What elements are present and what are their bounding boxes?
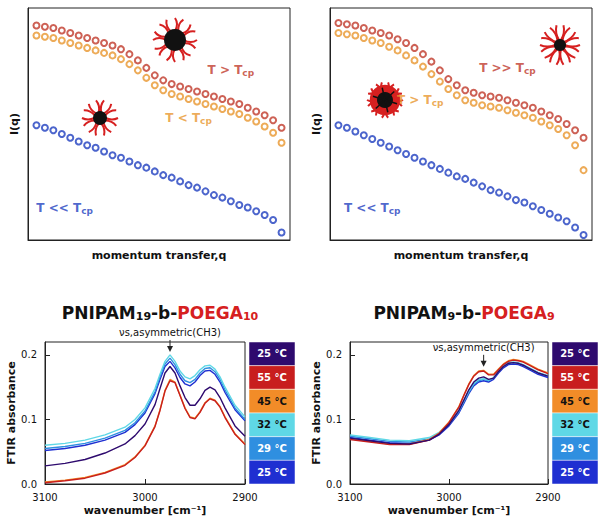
svg-text:9: 9 xyxy=(547,310,555,323)
svg-text:PNIPAM: PNIPAM xyxy=(373,303,447,323)
svg-text:cp: cp xyxy=(524,66,536,76)
svg-text:32 °C: 32 °C xyxy=(560,419,590,430)
svg-text:3100: 3100 xyxy=(337,492,362,503)
svg-text:0.0: 0.0 xyxy=(21,479,37,490)
svg-text:momentum transfer,q: momentum transfer,q xyxy=(394,249,529,262)
svg-text:cp: cp xyxy=(200,116,212,126)
svg-text:45 °C: 45 °C xyxy=(560,396,590,407)
svg-text:T > T: T > T xyxy=(208,63,244,77)
svg-text:25 °C: 25 °C xyxy=(560,467,590,478)
svg-text:T < T: T < T xyxy=(165,111,201,125)
svg-text:I(q): I(q) xyxy=(8,113,21,135)
svg-text:25 °C: 25 °C xyxy=(560,348,590,359)
svg-text:3000: 3000 xyxy=(436,492,461,503)
svg-text:-b-: -b- xyxy=(151,303,177,323)
svg-text:T << T: T << T xyxy=(36,201,82,215)
svg-text:0.0: 0.0 xyxy=(326,479,342,490)
svg-text:10: 10 xyxy=(243,310,259,323)
svg-text:0.1: 0.1 xyxy=(21,414,37,425)
svg-text:-b-: -b- xyxy=(455,303,481,323)
svg-text:cp: cp xyxy=(389,206,401,216)
svg-text:2900: 2900 xyxy=(535,492,560,503)
svg-text:wavenumber [cm⁻¹]: wavenumber [cm⁻¹] xyxy=(388,504,511,517)
svg-text:T > T: T > T xyxy=(397,93,433,107)
svg-text:55 °C: 55 °C xyxy=(257,372,287,383)
svg-text:25 °C: 25 °C xyxy=(257,348,287,359)
svg-text:T >> T: T >> T xyxy=(479,61,525,75)
svg-text:POEGA: POEGA xyxy=(177,303,243,323)
svg-text:FTIR absorbance: FTIR absorbance xyxy=(5,361,18,464)
svg-text:PNIPAM: PNIPAM xyxy=(62,303,136,323)
svg-text:29 °C: 29 °C xyxy=(560,443,590,454)
svg-text:cp: cp xyxy=(242,68,254,78)
svg-text:I(q): I(q) xyxy=(310,113,323,135)
svg-text:3100: 3100 xyxy=(32,492,57,503)
svg-text:νs,asymmetric(CH3): νs,asymmetric(CH3) xyxy=(433,342,535,353)
svg-text:T << T: T << T xyxy=(344,201,390,215)
svg-text:wavenumber [cm⁻¹]: wavenumber [cm⁻¹] xyxy=(84,504,207,517)
svg-text:momentum transfer,q: momentum transfer,q xyxy=(92,249,227,262)
svg-text:29 °C: 29 °C xyxy=(257,443,287,454)
svg-text:cp: cp xyxy=(81,206,93,216)
svg-text:45 °C: 45 °C xyxy=(257,396,287,407)
svg-text:32 °C: 32 °C xyxy=(257,419,287,430)
svg-text:9: 9 xyxy=(447,310,455,323)
svg-text:FTIR absorbance: FTIR absorbance xyxy=(310,361,323,464)
svg-text:3000: 3000 xyxy=(132,492,157,503)
svg-text:νs,asymmetric(CH3): νs,asymmetric(CH3) xyxy=(119,327,221,338)
svg-text:19: 19 xyxy=(136,310,151,323)
svg-text:25 °C: 25 °C xyxy=(257,467,287,478)
svg-text:55 °C: 55 °C xyxy=(560,372,590,383)
svg-text:0.2: 0.2 xyxy=(21,349,37,360)
svg-text:POEGA: POEGA xyxy=(481,303,547,323)
svg-text:cp: cp xyxy=(432,98,444,108)
svg-text:0.2: 0.2 xyxy=(326,349,342,360)
svg-text:0.1: 0.1 xyxy=(326,414,342,425)
svg-text:2900: 2900 xyxy=(232,492,257,503)
